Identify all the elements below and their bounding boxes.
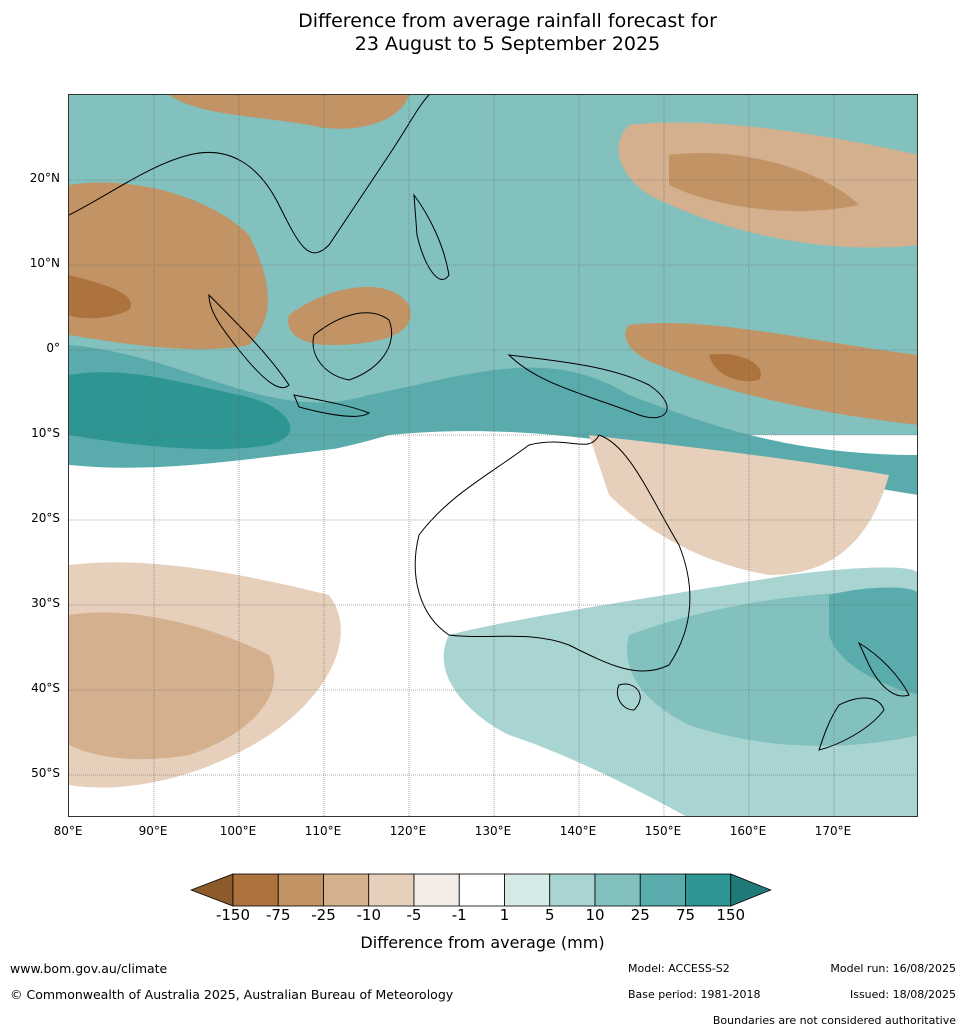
lon-label-90e: 90°E [138, 824, 168, 838]
map-canvas [69, 95, 917, 816]
colorbar-swatch [458, 873, 505, 907]
lat-label-20n: 20°N [29, 171, 60, 185]
brown-region-north-pacific-core [669, 153, 859, 212]
colorbar-swatch [232, 873, 279, 907]
copyright-text: © Commonwealth of Australia 2025, Austra… [10, 987, 454, 1002]
colorbar-swatch [277, 873, 324, 907]
colorbar-tick-label: 25 [630, 906, 650, 924]
title-line-1: Difference from average rainfall forecas… [298, 10, 717, 32]
brown-region-equatorial-pacific [625, 323, 917, 425]
colorbar-tick-label: -10 [356, 906, 382, 924]
colorbar-title: Difference from average (mm) [360, 933, 605, 952]
brown-region-equatorial-core [709, 354, 761, 382]
rainfall-map [68, 94, 918, 817]
colorbar-tick-label: 1 [499, 906, 510, 924]
lat-label-40s: 40°S [31, 681, 60, 695]
graticule [69, 95, 917, 816]
nz-south-coast [818, 697, 885, 751]
lat-label-50s: 50°S [31, 766, 60, 780]
lat-label-20s: 20°S [31, 511, 60, 525]
sumatra-coast [208, 293, 290, 388]
colorbar-tick-label: -75 [266, 906, 291, 924]
lat-label-10n: 10°N [29, 256, 60, 270]
base-period: Base period: 1981-2018 [628, 988, 761, 1001]
colorbar-swatch [413, 873, 460, 907]
title-line-2: 23 August to 5 September 2025 [354, 33, 661, 55]
lon-label-100e: 100°E [219, 824, 257, 838]
australia-coast [414, 434, 691, 672]
brown-region-china [169, 95, 409, 129]
colorbar-tick-label: -1 [451, 906, 467, 924]
brown-region-southwest-core [69, 612, 275, 760]
colorbar-extend-low [189, 873, 234, 907]
colorbar-extend-high [730, 873, 772, 907]
lon-label-130e: 130°E [474, 824, 512, 838]
website-link[interactable]: www.bom.gov.au/climate [10, 961, 168, 976]
colorbar-swatch [323, 873, 370, 907]
colorbar-swatch [639, 873, 686, 907]
colorbar-swatch [685, 873, 732, 907]
colorbar-tick-label: 150 [716, 906, 746, 924]
tasmania-coast [616, 683, 641, 711]
map-title: Difference from average rainfall forecas… [0, 10, 965, 56]
colorbar-svg [189, 873, 772, 907]
lon-label-160e: 160°E [729, 824, 767, 838]
issued-date: Issued: 18/08/2025 [849, 988, 956, 1001]
lat-label-0: 0° [46, 341, 60, 355]
nz-north-coast [857, 641, 910, 697]
lon-label-110e: 110°E [304, 824, 342, 838]
brown-region-core-india [69, 275, 131, 319]
colorbar-swatch [368, 873, 415, 907]
teal-region-nz [829, 587, 917, 695]
asia-coast [69, 95, 430, 254]
colorbar-tick-label: 10 [585, 906, 605, 924]
colorbar-tick-label: 5 [544, 906, 555, 924]
coastlines [69, 95, 910, 751]
colorbar-tick-label: -5 [406, 906, 422, 924]
new-guinea-coast [507, 354, 668, 419]
borneo-coast [312, 312, 393, 381]
lat-label-30s: 30°S [31, 596, 60, 610]
colorbar-tick-label: 75 [675, 906, 696, 924]
teal-region-indian-ocean [69, 372, 291, 450]
lat-label-10s: 10°S [31, 426, 60, 440]
teal-region-equatorial [69, 345, 917, 515]
model-run: Model run: 16/08/2025 [830, 962, 956, 975]
lon-label-150e: 150°E [644, 824, 682, 838]
colorbar-swatch [549, 873, 596, 907]
colorbar-swatch [504, 873, 551, 907]
philippines-coast [413, 193, 450, 280]
java-coast [293, 394, 371, 417]
colorbar-tick-label: -150 [215, 906, 251, 924]
lon-label-80e: 80°E [53, 824, 83, 838]
lon-label-170e: 170°E [814, 824, 852, 838]
lon-label-140e: 140°E [559, 824, 597, 838]
boundaries-disclaimer: Boundaries are not considered authoritat… [712, 1014, 956, 1027]
model-name: Model: ACCESS-S2 [628, 962, 730, 975]
colorbar [189, 872, 775, 912]
colorbar-swatch [594, 873, 641, 907]
lon-label-120e: 120°E [389, 824, 427, 838]
colorbar-tick-label: -25 [311, 906, 336, 924]
